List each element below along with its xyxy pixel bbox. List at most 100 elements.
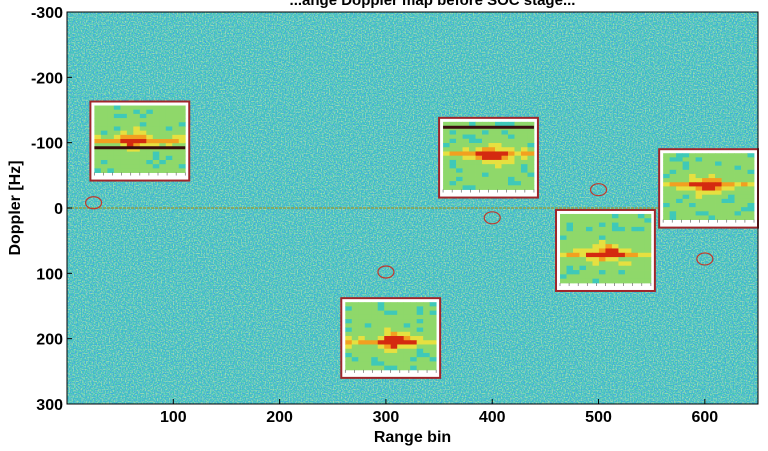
inset-cell bbox=[416, 357, 424, 362]
inset-cell bbox=[721, 165, 729, 171]
inset-cell bbox=[495, 155, 502, 161]
inset-cell bbox=[566, 257, 574, 262]
inset-cell bbox=[443, 164, 450, 169]
inset-cell bbox=[172, 109, 180, 115]
inset-cell bbox=[611, 257, 619, 262]
inset-cell bbox=[358, 348, 366, 354]
inset-cell bbox=[669, 153, 677, 158]
inset-cell bbox=[377, 357, 385, 362]
inset-cell bbox=[488, 151, 496, 157]
inset-cell bbox=[100, 147, 108, 153]
inset-cell bbox=[631, 218, 639, 223]
inset-cell bbox=[482, 121, 489, 127]
inset-cell bbox=[416, 306, 424, 312]
inset-cell bbox=[514, 164, 522, 169]
inset-cell bbox=[126, 105, 134, 111]
inset-cell bbox=[152, 168, 160, 173]
inset-cell bbox=[462, 121, 470, 127]
inset-cell bbox=[598, 218, 606, 223]
inset-cell bbox=[172, 134, 180, 140]
inset-cell bbox=[410, 306, 418, 312]
inset-cell bbox=[443, 134, 450, 140]
inset-cell bbox=[728, 157, 735, 162]
inset-cell bbox=[120, 159, 128, 165]
inset-cell bbox=[364, 336, 372, 341]
inset-cell bbox=[605, 239, 613, 245]
inset-cell bbox=[663, 153, 671, 158]
inset-cell bbox=[178, 113, 186, 119]
inset-cell bbox=[520, 142, 528, 148]
inset-cell bbox=[715, 194, 722, 200]
inset-cell bbox=[139, 134, 147, 140]
inset-cell bbox=[579, 235, 587, 241]
zoom-insets bbox=[89, 100, 760, 379]
inset-cell bbox=[107, 164, 115, 169]
inset-cell bbox=[152, 139, 160, 144]
inset-cell bbox=[695, 211, 703, 216]
inset-cell bbox=[624, 244, 632, 249]
inset-cell bbox=[172, 147, 180, 153]
inset-cell bbox=[605, 274, 613, 280]
inset-cell bbox=[637, 222, 645, 228]
inset-cell bbox=[126, 109, 134, 115]
inset-cell bbox=[560, 235, 567, 241]
inset-cell bbox=[644, 222, 652, 228]
inset-cell bbox=[695, 169, 703, 175]
inset-cell bbox=[172, 168, 180, 173]
inset-cell bbox=[721, 207, 729, 212]
inset-cell bbox=[676, 182, 684, 187]
inset-cell bbox=[715, 215, 722, 220]
inset-cell bbox=[676, 203, 684, 208]
inset-cell bbox=[669, 178, 677, 183]
inset-cell bbox=[501, 168, 509, 174]
inset-cell bbox=[146, 122, 154, 127]
inset-cell bbox=[734, 211, 742, 216]
inset-cell bbox=[585, 270, 593, 275]
inset-cell bbox=[618, 231, 626, 236]
inset-cell bbox=[410, 314, 418, 320]
inset-cell bbox=[495, 168, 502, 174]
inset-cell bbox=[429, 365, 437, 371]
inset-cell bbox=[514, 138, 522, 144]
inset-cell bbox=[384, 352, 392, 358]
inset-cell bbox=[482, 134, 489, 140]
inset-cell bbox=[495, 176, 502, 182]
inset-cell bbox=[384, 306, 392, 312]
inset-cell bbox=[410, 302, 418, 307]
inset-cell bbox=[107, 155, 115, 161]
inset-cell bbox=[456, 138, 463, 144]
inset-cell bbox=[507, 181, 515, 186]
inset-cell bbox=[429, 336, 437, 341]
inset-cell bbox=[146, 130, 154, 136]
inset-cell bbox=[126, 130, 134, 136]
inset-cell bbox=[631, 265, 639, 271]
inset-cell bbox=[488, 176, 496, 182]
x-tick-label: 500 bbox=[585, 409, 612, 426]
inset-cell bbox=[165, 118, 173, 123]
inset-cell bbox=[165, 139, 173, 144]
inset-cell bbox=[689, 161, 696, 167]
inset-cell bbox=[152, 147, 160, 153]
inset-cell bbox=[94, 168, 102, 173]
inset-cell bbox=[527, 142, 535, 148]
inset-cell bbox=[456, 172, 463, 178]
inset-cell bbox=[126, 126, 134, 132]
inset-cell bbox=[416, 352, 424, 358]
inset-cell bbox=[676, 207, 684, 212]
inset-cell bbox=[377, 340, 385, 345]
inset-cell bbox=[423, 327, 431, 333]
inset-cell bbox=[159, 147, 167, 153]
inset-cell bbox=[520, 134, 528, 140]
x-tick-label: 100 bbox=[160, 409, 187, 426]
inset-cell bbox=[741, 157, 748, 162]
inset-cell bbox=[663, 161, 671, 167]
inset-cell bbox=[178, 134, 186, 140]
inset-cell bbox=[734, 215, 742, 220]
inset-cell bbox=[152, 105, 160, 111]
inset-cell bbox=[669, 211, 677, 216]
inset-cell bbox=[572, 248, 580, 254]
inset-panel bbox=[555, 208, 656, 292]
inset-cell bbox=[488, 185, 496, 190]
inset-cell bbox=[351, 310, 359, 316]
inset-cell bbox=[462, 172, 470, 178]
